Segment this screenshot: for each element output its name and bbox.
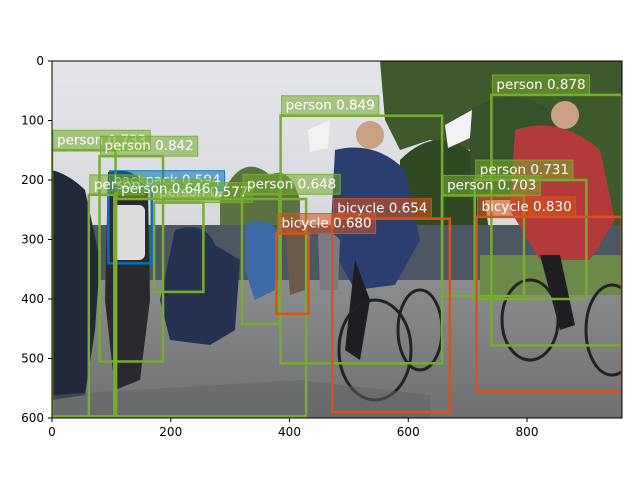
y-tick-label: 100 xyxy=(21,114,44,128)
x-tick-label: 600 xyxy=(397,425,420,439)
person-label: person 0.878 xyxy=(491,74,591,96)
bicycle-label: bicycle 0.830 xyxy=(477,196,577,218)
y-tick-label: 500 xyxy=(21,352,44,366)
y-tick-label: 0 xyxy=(36,54,44,68)
x-axis: 0 200 400 600 800 xyxy=(48,418,538,439)
y-tick-label: 300 xyxy=(21,233,44,247)
person-label-text: person 0.849 xyxy=(286,98,375,114)
person-label: person 0.648 xyxy=(242,173,341,195)
person-label-text: person 0.646 xyxy=(121,181,210,197)
person-label-bg xyxy=(442,174,541,196)
person-label-bg xyxy=(116,178,215,200)
x-tick-label: 0 xyxy=(48,425,56,439)
bicycle-label-bg xyxy=(276,213,377,235)
person-label-text: person 0.648 xyxy=(247,176,336,192)
person-label: person 0.842 xyxy=(100,135,199,157)
bicycle-label-bg xyxy=(477,196,577,218)
x-tick-label: 400 xyxy=(278,425,301,439)
bicycle-label-text: bicycle 0.830 xyxy=(482,199,572,215)
y-tick-label: 200 xyxy=(21,173,44,187)
y-axis: 0 100 200 300 400 500 600 xyxy=(21,54,52,425)
photo-background xyxy=(52,61,622,418)
bicycle-label: bicycle 0.680 xyxy=(276,213,377,235)
y-tick-label: 400 xyxy=(21,292,44,306)
person-label-text: person 0.731 xyxy=(480,162,569,178)
x-tick-label: 200 xyxy=(159,425,182,439)
person-label: person 0.849 xyxy=(281,95,380,117)
person-label-bg xyxy=(242,173,341,195)
person-label-bg xyxy=(100,135,199,157)
person-label-bg xyxy=(491,74,591,96)
bicycle-label-text: bicycle 0.654 xyxy=(337,201,427,217)
person-label: person 0.646 xyxy=(116,178,215,200)
x-tick-label: 800 xyxy=(516,425,539,439)
bicycle-label: bicycle 0.654 xyxy=(332,198,432,220)
y-tick-label: 600 xyxy=(21,411,44,425)
person-label-text: person 0.878 xyxy=(496,77,585,93)
bicycle-label-text: bicycle 0.680 xyxy=(281,216,371,232)
person-label-bg xyxy=(281,95,380,117)
person-label: person 0.703 xyxy=(442,174,541,196)
person-label-text: person 0.703 xyxy=(447,177,536,193)
person-label-text: person 0.842 xyxy=(105,138,194,154)
